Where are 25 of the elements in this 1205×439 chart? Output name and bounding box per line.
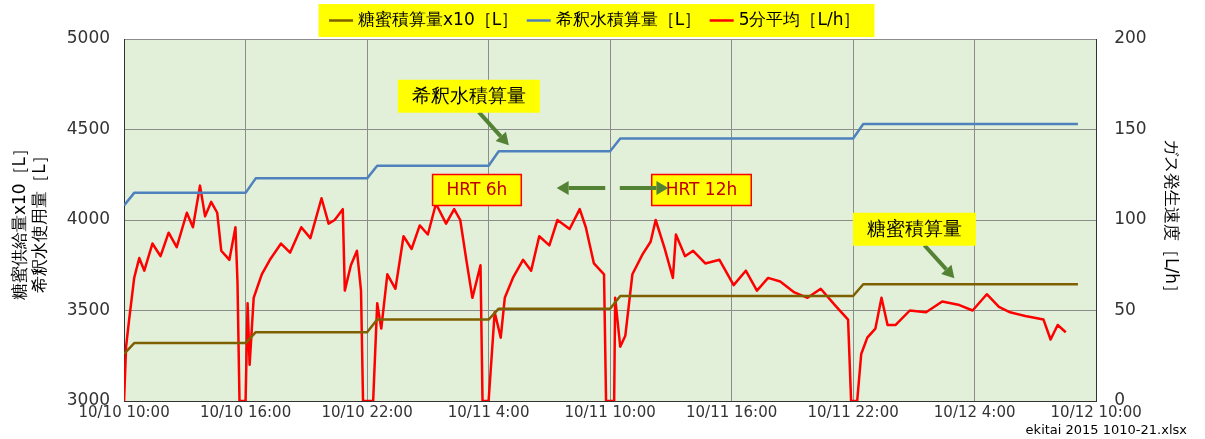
x-tick-label: 10/10 16:00 — [199, 402, 292, 421]
x-tick-label: 10/12 4:00 — [933, 402, 1016, 421]
y2-tick-label: 200 — [1114, 27, 1147, 48]
annotation: 糖蜜積算量 — [866, 217, 962, 240]
y2-tick-label: 100 — [1114, 208, 1147, 229]
x-tick-label: 10/11 22:00 — [807, 402, 899, 421]
y-tick-label: 4500 — [66, 117, 111, 138]
y2-axis-title: ガス発生速度［L/h］ — [1162, 139, 1183, 301]
x-tick-label: 10/11 10:00 — [564, 402, 656, 421]
y2-tick-label: 50 — [1114, 298, 1136, 319]
legend-label: 5分平均［L/h］ — [738, 8, 861, 29]
legend-label: 希釈水積算量［L］ — [555, 8, 702, 29]
y-tick-label: 4000 — [66, 208, 111, 229]
y-tick-label: 3500 — [66, 298, 111, 319]
annotation: HRT 6h — [446, 179, 508, 200]
y2-tick-label: 150 — [1114, 117, 1147, 138]
x-tick-label: 10/11 4:00 — [447, 402, 530, 421]
text: ekitai 2015 1010-21.xlsx — [1025, 421, 1188, 437]
annotation: HRT 12h — [665, 179, 738, 200]
annotation: 希釈水積算量 — [411, 84, 526, 107]
x-tick-label: 10/10 22:00 — [321, 402, 413, 421]
legend-label: 糖蜜積算量x10［L］ — [358, 8, 519, 29]
x-tick-label: 10/11 16:00 — [686, 402, 778, 421]
y-axis-title: 糖蜜供給量x10［L］希釈水使用量［L］ — [8, 139, 50, 301]
y-tick-label: 5000 — [66, 27, 111, 48]
